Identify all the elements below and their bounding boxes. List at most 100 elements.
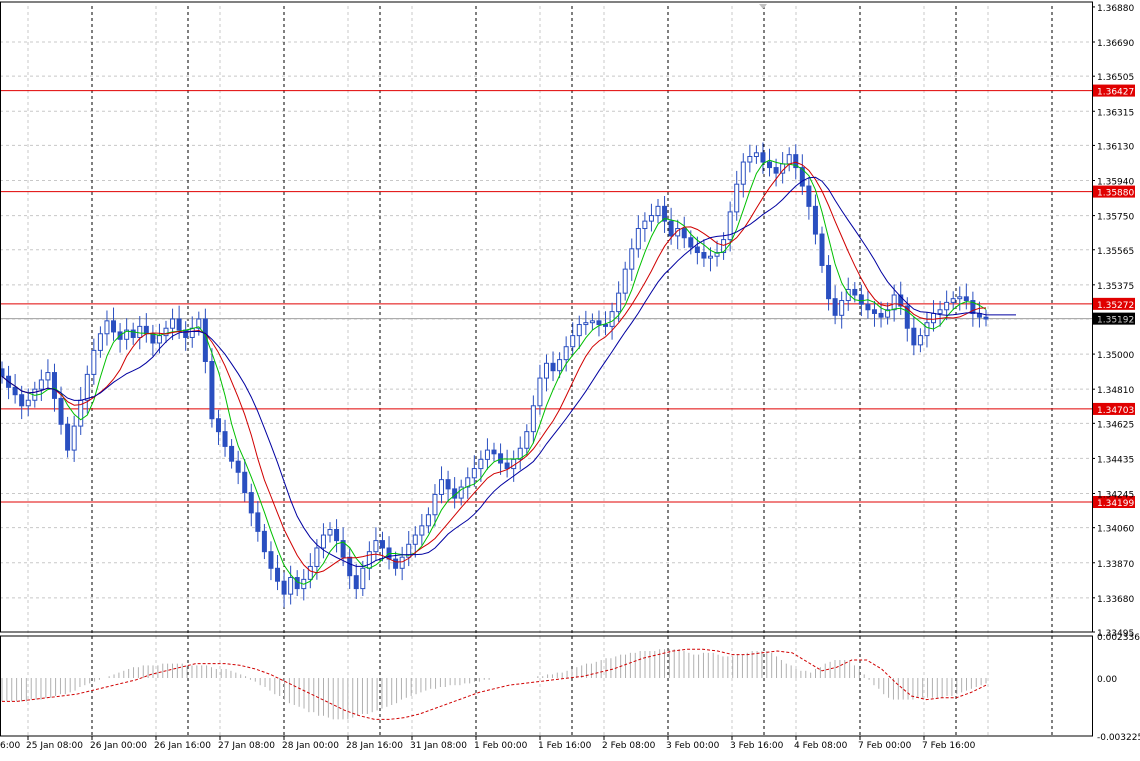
candle-body — [642, 220, 648, 230]
candle-body — [261, 530, 267, 553]
level-tag — [1093, 84, 1135, 97]
level-tag — [1093, 185, 1135, 198]
time-tick-label: 26 Jan 16:00 — [154, 741, 211, 751]
candle-body — [150, 333, 156, 344]
grid-layer — [0, 6, 1092, 736]
candle-body — [530, 405, 536, 433]
time-tick-label: 3 Feb 00:00 — [666, 741, 720, 751]
candle-body — [445, 479, 451, 490]
ma-slow-line — [1, 176, 1016, 567]
candle-body — [688, 237, 694, 248]
candle-body — [767, 161, 773, 169]
candle-body — [557, 359, 563, 372]
candle-body — [235, 460, 241, 473]
candle-body — [583, 322, 589, 326]
candle-body — [45, 372, 51, 381]
candle-body — [707, 255, 713, 259]
candle-body — [753, 152, 759, 157]
candle-body — [629, 248, 635, 270]
price-tick-label: 1.36505 — [1097, 73, 1134, 83]
candle-body — [504, 462, 510, 470]
candle-body — [826, 264, 832, 300]
candle-body — [111, 320, 117, 333]
candle-body — [891, 294, 897, 311]
price-tick-label: 1.36130 — [1097, 142, 1134, 152]
candle-body — [727, 211, 733, 241]
candle-body — [399, 556, 405, 569]
candle-body — [832, 298, 838, 316]
candle-body — [458, 486, 464, 499]
candle-body — [215, 418, 221, 433]
candle-body — [478, 458, 484, 470]
candle-body — [957, 296, 963, 300]
candle-body — [491, 449, 497, 455]
time-tick-label: 25 Jan 08:00 — [26, 741, 83, 751]
time-tick-label: 4 Feb 08:00 — [794, 741, 848, 751]
candle-body — [255, 512, 261, 532]
price-tick-label: 1.34435 — [1097, 455, 1134, 465]
candle-body — [484, 449, 490, 460]
current-price-tag — [1093, 312, 1135, 325]
level-tag-label: 1.34703 — [1097, 406, 1134, 416]
candle-body — [616, 292, 622, 313]
time-tick-label: 1 Feb 00:00 — [474, 741, 528, 751]
price-tick-label: 1.35375 — [1097, 282, 1134, 292]
candle-body — [314, 547, 320, 567]
time-tick-label: 2 Feb 08:00 — [602, 741, 656, 751]
candle-body — [622, 268, 628, 294]
price-tick-label: 1.34625 — [1097, 420, 1134, 430]
candle-body — [924, 322, 930, 337]
candle-body — [570, 335, 576, 348]
candle-body — [517, 447, 523, 460]
level-tag-label: 1.36427 — [1097, 88, 1134, 98]
candle-body — [773, 167, 779, 174]
candle-body — [852, 288, 858, 296]
candle-body — [471, 468, 477, 479]
candle-body — [353, 575, 359, 590]
price-tick-label: 1.35940 — [1097, 178, 1134, 188]
price-tick-label: 1.36315 — [1097, 108, 1134, 118]
candle-body — [839, 300, 845, 316]
price-tick-label: 1.34810 — [1097, 386, 1134, 396]
candle-body — [170, 318, 176, 329]
candle-body — [465, 477, 471, 488]
candle-body — [714, 252, 720, 257]
level-tag — [1093, 297, 1135, 310]
candle-body — [537, 377, 543, 407]
candle-body — [209, 360, 215, 420]
candle-body — [898, 294, 904, 307]
candle-body — [740, 161, 746, 185]
candle-body — [196, 318, 202, 329]
time-tick-label: 3 Feb 16:00 — [730, 741, 784, 751]
candle-body — [878, 312, 884, 318]
candle-body — [681, 228, 687, 239]
level-tag-label: 1.34199 — [1097, 499, 1134, 509]
candle-body — [747, 155, 753, 163]
candle-body — [858, 294, 864, 305]
time-tick-label: 27 Jan 08:00 — [218, 741, 275, 751]
main-frame — [0, 1, 1093, 633]
candle-body — [347, 556, 353, 577]
candle-body — [819, 233, 825, 266]
price-tick-label: 1.34245 — [1097, 491, 1134, 501]
candle-body — [701, 252, 707, 259]
candle-body — [38, 379, 44, 390]
candle-body — [373, 540, 379, 553]
time-tick-label: 28 Jan 16:00 — [346, 741, 403, 751]
candle-body — [662, 205, 668, 222]
candle-body — [248, 492, 254, 514]
time-tick-label: 26 Jan 00:00 — [90, 741, 147, 751]
candle-body — [498, 453, 504, 464]
oscillator-tick-label: 0.002336 — [1097, 633, 1140, 643]
candle-body — [176, 318, 182, 331]
candle-body — [904, 305, 910, 329]
time-tick-label-partial: 6:00 — [0, 741, 20, 751]
candle-body — [931, 312, 937, 324]
chart-shift-marker — [759, 4, 767, 9]
candle-body — [124, 329, 130, 340]
candle-body — [871, 309, 877, 314]
level-tag-label: 1.35272 — [1097, 301, 1134, 311]
oscillator-tick-label: 0.00 — [1097, 675, 1117, 685]
